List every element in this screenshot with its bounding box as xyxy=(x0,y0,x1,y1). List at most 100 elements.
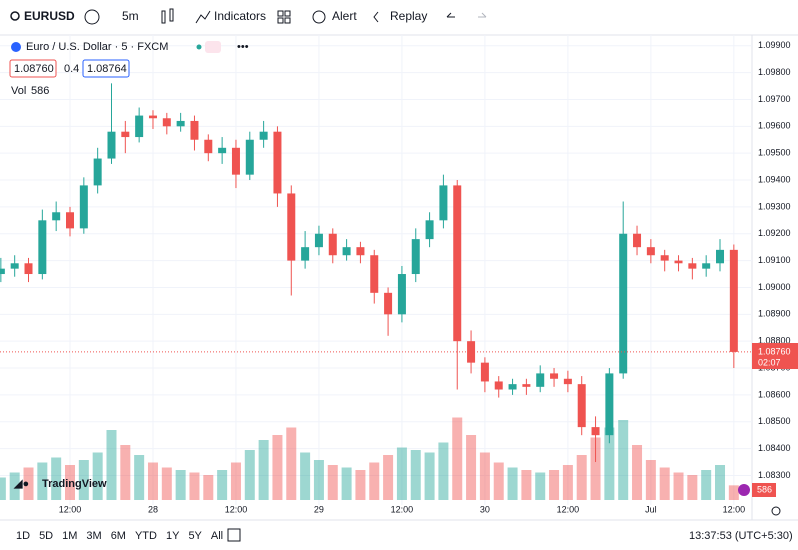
candle-body xyxy=(135,115,144,138)
candle-body xyxy=(107,131,116,159)
volume-bar xyxy=(355,470,366,500)
y-tick-label: 1.09700 xyxy=(758,94,791,104)
candle-body xyxy=(218,147,227,154)
volume-bar xyxy=(9,472,20,500)
x-tick-label: 12:00 xyxy=(59,504,82,514)
candle-body xyxy=(660,255,669,261)
candle-body xyxy=(536,373,545,387)
volume-bar xyxy=(466,435,477,500)
x-tick-label: 29 xyxy=(314,504,324,514)
volume-bar xyxy=(562,465,573,500)
candle-body xyxy=(148,115,157,119)
volume-bar xyxy=(521,470,532,500)
alert[interactable]: Alert xyxy=(332,9,357,23)
candle-body xyxy=(52,212,61,221)
volume-bar xyxy=(341,467,352,500)
x-tick-label: 12:00 xyxy=(391,504,414,514)
candle-body xyxy=(121,131,130,138)
symbol[interactable]: EURUSD xyxy=(24,9,75,23)
volume-bar xyxy=(272,435,283,500)
candle-body xyxy=(301,247,310,261)
volume-bar xyxy=(632,445,643,500)
volume-badge xyxy=(752,483,776,497)
volume-bar xyxy=(327,465,338,500)
volume-bar xyxy=(258,440,269,500)
price-badge-price: 1.08760 xyxy=(758,346,791,356)
vol-value: 586 xyxy=(31,85,49,97)
x-tick-label: 28 xyxy=(148,504,158,514)
bid-box[interactable] xyxy=(9,59,57,78)
volume-bar xyxy=(673,472,684,500)
undo[interactable] xyxy=(446,12,455,18)
range-button[interactable]: 1D xyxy=(16,530,30,542)
candle-body xyxy=(328,233,337,256)
volume-badge-icon xyxy=(738,484,750,496)
layout-icon[interactable] xyxy=(277,10,284,17)
candle-body xyxy=(453,185,462,342)
volume-bar xyxy=(0,477,6,500)
chart-type-icon[interactable] xyxy=(161,10,166,24)
range-button[interactable]: YTD xyxy=(135,530,157,542)
market-status xyxy=(196,44,202,50)
candle-body xyxy=(425,220,434,240)
volume-bar xyxy=(383,455,394,500)
volume-bar xyxy=(203,475,214,500)
candle-body xyxy=(314,233,323,248)
date-range-icon[interactable] xyxy=(227,528,241,542)
volume-bar xyxy=(659,467,670,500)
volume-bar xyxy=(493,462,504,500)
candle-body xyxy=(176,120,185,127)
candle-body xyxy=(287,193,296,261)
range-button[interactable]: 1Y xyxy=(166,530,180,542)
volume-bar xyxy=(438,442,449,500)
logo-mark: ◢● xyxy=(13,478,29,490)
y-tick-label: 1.09800 xyxy=(758,67,791,77)
spread: 0.4 xyxy=(64,63,79,75)
volume-bar xyxy=(701,470,712,500)
status-chip xyxy=(205,41,221,53)
volume-bar xyxy=(23,467,34,500)
volume-bar xyxy=(161,467,172,500)
y-tick-label: 1.09500 xyxy=(758,148,791,158)
candle-body xyxy=(729,249,738,352)
range-button[interactable]: 1M xyxy=(62,530,77,542)
add-symbol[interactable] xyxy=(84,9,100,25)
candle-body xyxy=(550,373,559,379)
range-button[interactable]: 5D xyxy=(39,530,53,542)
x-tick-label: Jul xyxy=(645,504,657,514)
more[interactable]: ••• xyxy=(237,41,249,53)
candle-body xyxy=(439,185,448,221)
vol-label: Vol xyxy=(11,85,26,97)
range-button[interactable]: 6M xyxy=(111,530,126,542)
search-icon[interactable] xyxy=(10,11,20,21)
volume-bar xyxy=(715,465,726,500)
ask-box[interactable] xyxy=(82,59,130,78)
candle-body xyxy=(411,239,420,275)
layout-icon xyxy=(284,17,291,24)
x-tick-label: 12:00 xyxy=(225,504,248,514)
candle-body xyxy=(522,384,531,387)
redo[interactable] xyxy=(478,12,487,18)
legend-title: Euro / U.S. Dollar · 5 · FXCM xyxy=(26,41,168,53)
volume-bar xyxy=(479,452,490,500)
indicators[interactable]: Indicators xyxy=(214,9,266,23)
range-button[interactable]: 3M xyxy=(86,530,101,542)
candle-body xyxy=(370,255,379,293)
candle-body xyxy=(563,378,572,385)
settings[interactable] xyxy=(771,506,781,516)
alert-icon xyxy=(312,10,326,24)
candle-body xyxy=(646,247,655,256)
interval[interactable]: 5m xyxy=(122,9,139,23)
y-tick-label: 1.09900 xyxy=(758,40,791,50)
candle-body xyxy=(259,131,268,140)
volume-bar xyxy=(728,485,739,500)
replay[interactable]: Replay xyxy=(390,9,427,23)
candle-body xyxy=(38,220,47,275)
chart-type-icon xyxy=(169,8,174,22)
range-button[interactable]: All xyxy=(211,530,223,542)
layout-icon xyxy=(284,10,291,17)
volume-bar xyxy=(244,450,255,500)
y-tick-label: 1.08400 xyxy=(758,443,791,453)
range-button[interactable]: 5Y xyxy=(188,530,202,542)
